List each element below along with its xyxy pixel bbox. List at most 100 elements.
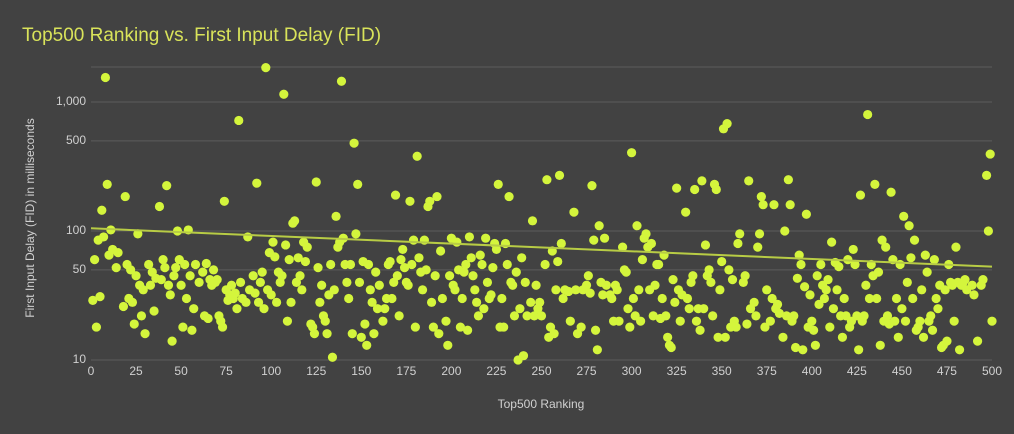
point (356, 332, 366, 342)
point (927, 325, 938, 335)
chart-title: Top500 Ranking vs. First Input Delay (FI… (22, 25, 381, 46)
point (684, 304, 694, 314)
point (758, 200, 768, 210)
point (531, 280, 541, 290)
point (475, 250, 485, 260)
point (906, 253, 916, 263)
point (286, 297, 296, 307)
x-tick-label: 200 (441, 364, 461, 378)
point (149, 306, 159, 316)
point (329, 285, 339, 295)
y-tick-label: 50 (73, 262, 87, 276)
point (713, 332, 723, 342)
point (95, 292, 105, 302)
point (502, 259, 512, 270)
point (697, 176, 707, 186)
point (178, 322, 188, 332)
point (628, 293, 639, 304)
point (443, 340, 453, 350)
point (102, 179, 112, 189)
point (434, 329, 444, 339)
point (540, 259, 550, 270)
point (799, 282, 810, 292)
point (834, 261, 844, 272)
point (97, 205, 107, 215)
point (248, 271, 258, 281)
point (650, 280, 660, 290)
point (675, 316, 685, 326)
point (742, 319, 752, 329)
point (234, 115, 244, 126)
point (690, 184, 700, 195)
point (290, 216, 300, 226)
point (322, 329, 332, 339)
y-tick-label: 500 (66, 133, 86, 147)
point (904, 221, 914, 231)
point (612, 285, 622, 295)
point (235, 277, 246, 287)
point (711, 184, 721, 195)
point (785, 200, 795, 210)
x-tick-label: 375 (757, 364, 777, 378)
point (371, 267, 381, 277)
point (661, 311, 671, 321)
point (407, 259, 417, 270)
point (252, 178, 262, 188)
x-tick-label: 100 (261, 364, 281, 378)
point (895, 259, 905, 270)
point (257, 267, 267, 277)
point (412, 151, 422, 161)
point (133, 229, 143, 239)
point (819, 293, 830, 304)
point (949, 316, 959, 326)
point (598, 290, 608, 300)
point (940, 285, 950, 295)
point (765, 316, 775, 326)
point (351, 229, 361, 239)
point (127, 297, 138, 307)
point (380, 304, 390, 314)
point (160, 263, 170, 273)
x-tick-label: 150 (351, 364, 371, 378)
point (463, 325, 473, 335)
point (428, 322, 438, 332)
point (282, 316, 293, 326)
point (590, 325, 601, 335)
trendline (90, 227, 993, 268)
point (870, 179, 880, 189)
x-tick-label: 50 (174, 364, 188, 378)
point (138, 285, 148, 295)
point (313, 263, 323, 273)
point (565, 316, 575, 326)
point (915, 316, 925, 326)
point (571, 285, 581, 295)
point (190, 259, 201, 270)
point (909, 235, 920, 245)
point (731, 322, 741, 332)
point (408, 235, 419, 245)
point (902, 277, 912, 287)
point (778, 332, 788, 342)
point (176, 280, 186, 290)
point (899, 211, 909, 221)
point (954, 345, 965, 355)
point (457, 293, 467, 304)
point (753, 242, 763, 252)
point (929, 255, 939, 265)
point (695, 325, 705, 335)
point (230, 288, 240, 298)
point (881, 242, 891, 252)
point (226, 280, 237, 290)
x-tick-label: 300 (622, 364, 642, 378)
point (100, 72, 111, 83)
point (682, 293, 693, 304)
point (681, 207, 691, 217)
point (783, 175, 793, 185)
point (459, 267, 469, 277)
point (951, 242, 961, 252)
point (551, 285, 561, 295)
point (972, 336, 983, 346)
point (470, 285, 480, 295)
point (309, 329, 320, 339)
